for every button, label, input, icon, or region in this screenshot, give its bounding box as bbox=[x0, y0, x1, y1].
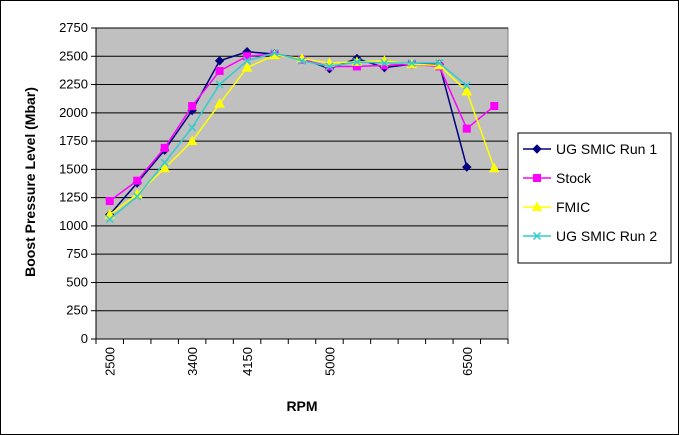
data-point-stock bbox=[188, 102, 197, 111]
y-tick-label: 0 bbox=[81, 331, 88, 346]
x-axis-title: RPM bbox=[286, 398, 317, 414]
data-point-ug-smic-run-2 bbox=[462, 81, 471, 90]
y-tick-label: 1250 bbox=[59, 190, 88, 205]
y-tick-label: 250 bbox=[66, 303, 88, 318]
legend-label-fmic: FMIC bbox=[556, 199, 590, 215]
series-marks bbox=[104, 47, 500, 224]
axes: 0 250 500 750 1000 1250 1500 1750 2000 2250 2500 27… bbox=[59, 20, 509, 376]
x-tick-label: 5000 bbox=[322, 347, 337, 376]
y-tick-label: 2750 bbox=[59, 20, 88, 35]
data-point-ug-smic-run-2 bbox=[105, 215, 114, 224]
data-point-stock bbox=[490, 102, 499, 111]
x-tick-label: 3400 bbox=[185, 347, 200, 376]
data-point-ug-smic-run-2 bbox=[215, 80, 224, 89]
data-point-fmic bbox=[186, 135, 198, 146]
data-point-ug-smic-run-2 bbox=[270, 48, 279, 57]
y-axis-title: Boost Pressure Level (Mbar) bbox=[22, 87, 38, 277]
data-point-ug-smic-run-2 bbox=[407, 59, 416, 68]
plot-area bbox=[95, 27, 509, 340]
data-point-ug-smic-run-2 bbox=[133, 192, 142, 201]
data-point-ug-smic-run-2 bbox=[297, 56, 307, 65]
y-tick-label: 1000 bbox=[59, 218, 88, 233]
legend-marker-stock bbox=[533, 174, 541, 182]
data-point-stock bbox=[215, 66, 224, 75]
data-point-stock bbox=[105, 197, 114, 206]
data-point-ug-smic-run-1 bbox=[214, 56, 225, 66]
data-point-ug-smic-run-1 bbox=[462, 162, 472, 172]
data-point-fmic bbox=[159, 162, 171, 173]
y-tick-label: 500 bbox=[66, 274, 88, 289]
y-tick-label: 750 bbox=[66, 246, 88, 261]
data-point-stock bbox=[133, 176, 142, 185]
x-tick-label: 4150 bbox=[240, 347, 255, 376]
y-tick-label: 2250 bbox=[59, 77, 88, 92]
data-point-ug-smic-run-2 bbox=[380, 59, 389, 68]
data-point-ug-smic-run-2 bbox=[435, 59, 444, 68]
legend-marker-ug-smic-run-2 bbox=[532, 231, 542, 241]
data-point-ug-smic-run-2 bbox=[160, 158, 169, 167]
y-tick-label: 2500 bbox=[59, 48, 88, 63]
data-point-fmic bbox=[461, 85, 473, 96]
legend-marker-ug-smic-run-1 bbox=[532, 144, 542, 154]
legend: UG SMIC Run 1 Stock FMIC UG SMIC Run 2 bbox=[517, 132, 672, 264]
legend-label-ug-smic-run-1: UG SMIC Run 1 bbox=[556, 141, 657, 157]
data-point-fmic bbox=[488, 162, 500, 173]
data-point-stock bbox=[160, 143, 169, 152]
x-tick-label: 2500 bbox=[103, 347, 118, 376]
data-point-stock bbox=[462, 124, 471, 133]
legend-box bbox=[517, 132, 672, 264]
x-tick-label: 6500 bbox=[460, 347, 475, 376]
data-point-ug-smic-run-2 bbox=[325, 62, 334, 71]
y-tick-label: 1750 bbox=[59, 133, 88, 148]
y-tick-label: 2000 bbox=[59, 105, 88, 120]
plot-background bbox=[95, 27, 509, 340]
data-point-fmic bbox=[241, 62, 253, 72]
data-point-ug-smic-run-2 bbox=[243, 56, 252, 65]
y-tick-label: 1500 bbox=[59, 161, 88, 176]
legend-label-stock: Stock bbox=[556, 170, 592, 186]
legend-label-ug-smic-run-2: UG SMIC Run 2 bbox=[556, 228, 657, 244]
data-point-ug-smic-run-2 bbox=[188, 123, 197, 132]
data-point-ug-smic-run-2 bbox=[352, 57, 361, 66]
series-line-ug-smic-run-2 bbox=[109, 52, 468, 220]
legend-marker-fmic bbox=[531, 201, 543, 211]
data-point-fmic bbox=[214, 98, 225, 108]
